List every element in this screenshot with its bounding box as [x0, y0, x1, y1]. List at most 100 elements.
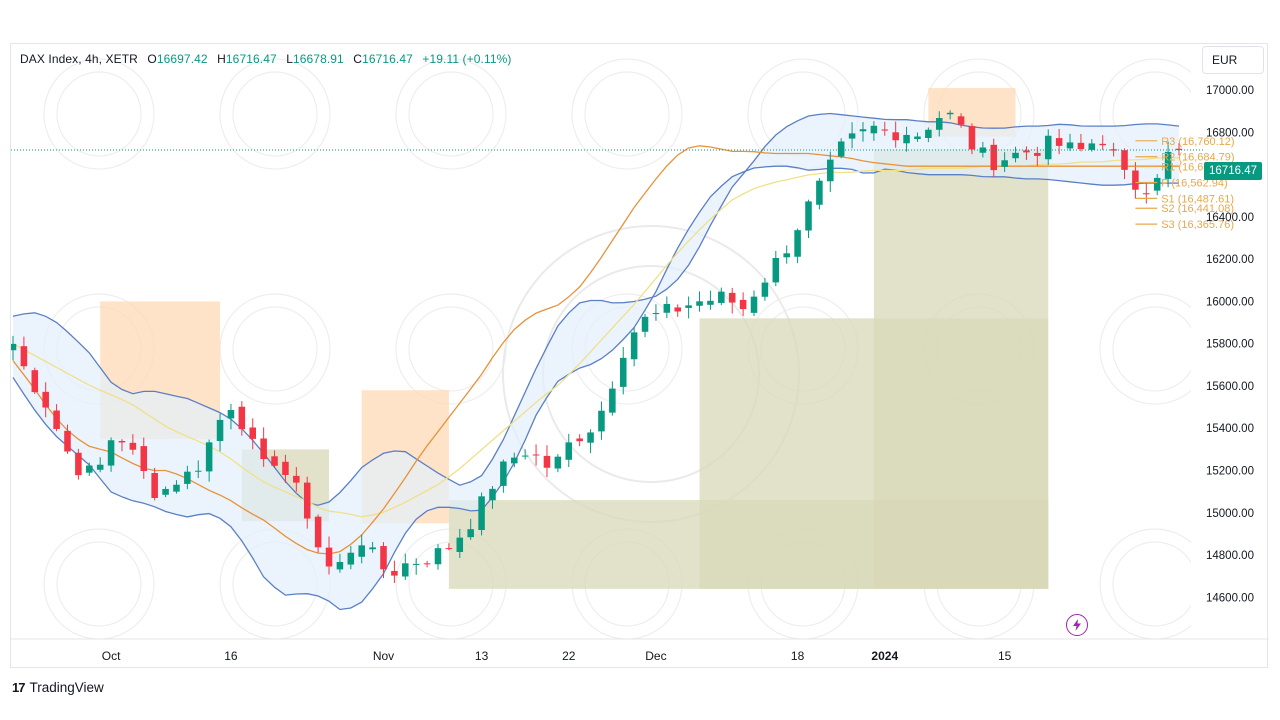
- candle-15: [173, 480, 180, 494]
- candle-body: [1121, 150, 1128, 170]
- candle-body: [761, 282, 769, 297]
- candle-body: [118, 440, 126, 443]
- candle-body: [1164, 151, 1172, 179]
- pivot-label: R3 (16,760.12): [1161, 136, 1234, 148]
- price-chart[interactable]: R3 (16,760.12)R2 (16,684.79)R1 (16,638.2…: [11, 44, 1269, 669]
- candle-45: [500, 459, 507, 493]
- price-axis-label: 15600.00: [1206, 381, 1254, 393]
- high-label: H: [217, 52, 226, 66]
- candle-22: [249, 418, 257, 450]
- candle-39: [434, 544, 442, 570]
- candle-body: [380, 546, 387, 570]
- candle-42: [467, 518, 474, 540]
- candle-body: [794, 230, 801, 257]
- price-axis-label: 15000.00: [1206, 508, 1254, 520]
- candle-body: [1077, 142, 1085, 150]
- candle-body: [271, 456, 278, 466]
- candle-82: [903, 126, 910, 152]
- candle-body: [968, 126, 976, 150]
- candle-body: [325, 547, 333, 567]
- candle-84: [925, 127, 932, 143]
- candle-74: [816, 178, 823, 210]
- candle-body: [129, 442, 137, 450]
- candle-88: [968, 123, 976, 155]
- candle-body: [20, 346, 28, 367]
- chart-frame[interactable]: R3 (16,760.12) R2 (16,684.79) R1 (16,638.2…: [10, 43, 1269, 669]
- candle-106: [1164, 141, 1172, 188]
- candle-9: [107, 437, 115, 472]
- candle-body: [227, 410, 235, 419]
- bollinger-bands: [12, 112, 1180, 611]
- candle-60: [663, 296, 671, 319]
- candle-59: [652, 304, 660, 321]
- lightning-icon[interactable]: [1066, 614, 1088, 636]
- candle-body: [707, 300, 714, 305]
- candle-body: [1055, 138, 1063, 146]
- candle-71: [783, 245, 790, 264]
- candle-body: [162, 488, 169, 495]
- price-axis-label: 15200.00: [1206, 466, 1254, 478]
- candle-body: [303, 482, 311, 519]
- candle-50: [554, 454, 562, 473]
- candle-66: [728, 287, 736, 314]
- candle-73: [805, 199, 812, 239]
- candle-body: [194, 470, 202, 472]
- candle-body: [1153, 177, 1161, 191]
- candle-body: [1023, 150, 1030, 153]
- symbol-header: DAX Index, 4h, XETR O16697.42 H16716.47 …: [20, 52, 517, 66]
- price-axis-label: 14800.00: [1206, 550, 1254, 562]
- pivot-r2: R2 (16,684.79): [1135, 152, 1235, 164]
- candle-10: [118, 439, 126, 452]
- candle-body: [914, 136, 921, 140]
- time-axis-label: 15: [998, 649, 1012, 663]
- candle-body: [478, 496, 485, 530]
- candle-body: [412, 563, 420, 565]
- candle-body: [293, 475, 300, 483]
- time-axis-label: 13: [475, 649, 489, 663]
- candle-30: [336, 553, 344, 573]
- candle-body: [445, 548, 453, 550]
- candle-63: [696, 291, 703, 312]
- pivot-label: S3 (16,365.76): [1161, 219, 1234, 231]
- candle-body: [750, 296, 758, 313]
- candle-body: [500, 461, 507, 486]
- candle-41: [456, 528, 464, 559]
- candle-65: [718, 287, 725, 306]
- candle-body: [663, 303, 671, 313]
- candle-56: [619, 347, 627, 395]
- candle-body: [641, 316, 649, 332]
- candle-48: [532, 444, 540, 466]
- candle-1: [20, 336, 28, 370]
- candle-3: [42, 382, 49, 418]
- candle-body: [946, 112, 954, 115]
- tradingview-logo[interactable]: 17 TradingView: [12, 680, 104, 695]
- candle-body: [11, 343, 17, 351]
- candle-body: [619, 357, 627, 387]
- candle-body: [881, 129, 889, 131]
- candle-body: [75, 452, 82, 476]
- candle-body: [674, 307, 681, 312]
- candle-29: [325, 536, 333, 575]
- candle-101: [1110, 142, 1117, 157]
- currency-button[interactable]: EUR: [1202, 46, 1264, 74]
- candle-34: [380, 542, 387, 579]
- candle-102: [1121, 148, 1128, 180]
- pivot-s2: S2 (16,441.08): [1135, 203, 1234, 215]
- candle-body: [652, 312, 660, 315]
- symbol-title[interactable]: DAX Index, 4h, XETR: [20, 52, 138, 66]
- candle-body: [1110, 149, 1117, 151]
- candle-body: [903, 134, 910, 144]
- candle-body: [576, 438, 583, 442]
- candle-body: [837, 141, 845, 157]
- candle-12: [140, 437, 148, 479]
- pivot-label: S1 (16,487.61): [1161, 193, 1234, 205]
- candle-11: [129, 434, 137, 455]
- candle-24: [271, 450, 278, 469]
- candle-body: [598, 410, 605, 432]
- candle-16: [184, 465, 191, 490]
- candle-body: [1088, 143, 1096, 150]
- candle-7: [86, 462, 93, 476]
- candle-body: [358, 545, 365, 557]
- candle-51: [565, 433, 573, 468]
- candle-body: [53, 410, 60, 430]
